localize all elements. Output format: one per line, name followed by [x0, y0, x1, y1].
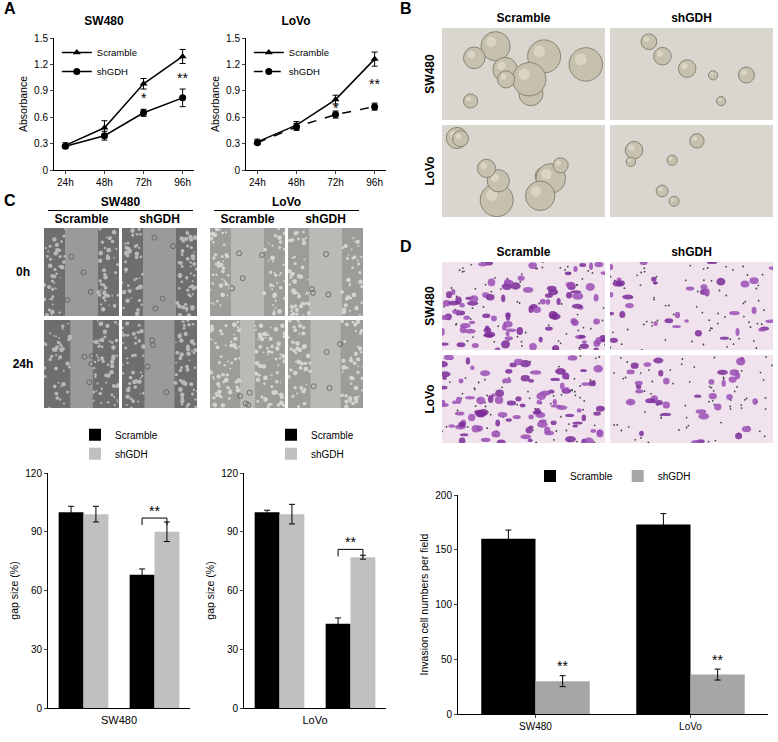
svg-text:gap size (%): gap size (%)	[8, 561, 20, 619]
svg-text:120: 120	[25, 468, 42, 479]
svg-text:0.3: 0.3	[226, 138, 240, 149]
html-text:Scramble: Scramble	[496, 11, 551, 25]
svg-text:96h: 96h	[174, 177, 191, 188]
svg-text:gap size (%): gap size (%)	[204, 561, 216, 619]
svg-text:**: **	[177, 70, 188, 86]
svg-text:shGDH: shGDH	[97, 66, 128, 77]
svg-text:Scramble: Scramble	[311, 430, 354, 441]
svg-text:Scramble: Scramble	[570, 471, 613, 482]
svg-text:0: 0	[36, 703, 42, 714]
html-text:SW480: SW480	[100, 195, 141, 209]
svg-text:24h: 24h	[249, 177, 266, 188]
svg-text:1.5: 1.5	[34, 33, 48, 44]
svg-text:60: 60	[227, 585, 239, 596]
svg-text:SW480: SW480	[84, 14, 124, 28]
svg-text:**: **	[149, 503, 160, 519]
svg-text:*: *	[333, 100, 339, 116]
html-text:LoVo: LoVo	[423, 156, 437, 186]
svg-text:50: 50	[441, 654, 453, 665]
svg-text:150: 150	[435, 544, 452, 555]
svg-text:0: 0	[234, 165, 240, 176]
svg-text:shGDH: shGDH	[289, 66, 320, 77]
svg-text:0: 0	[42, 165, 48, 176]
svg-text:0.6: 0.6	[226, 112, 240, 123]
svg-text:LoVo: LoVo	[679, 721, 702, 732]
svg-text:SW480: SW480	[519, 721, 552, 732]
html-text:LoVo: LoVo	[423, 384, 437, 414]
html-text:SW480: SW480	[423, 286, 437, 326]
html-text:D: D	[400, 238, 412, 255]
svg-text:0: 0	[232, 703, 238, 714]
html-text:A: A	[4, 0, 16, 17]
html-text:24h: 24h	[12, 357, 34, 371]
svg-text:90: 90	[227, 526, 239, 537]
svg-text:**: **	[712, 652, 723, 668]
svg-text:0.9: 0.9	[34, 85, 48, 96]
svg-text:1.2: 1.2	[34, 59, 48, 70]
svg-text:30: 30	[31, 644, 43, 655]
svg-text:**: **	[369, 76, 380, 92]
svg-text:0: 0	[446, 709, 452, 720]
svg-text:48h: 48h	[288, 177, 305, 188]
svg-text:60: 60	[31, 585, 43, 596]
html-text:B: B	[400, 0, 412, 17]
svg-text:100: 100	[435, 599, 452, 610]
svg-text:90: 90	[31, 526, 43, 537]
html-text:SW480: SW480	[423, 54, 437, 94]
svg-text:shGDH: shGDH	[658, 471, 691, 482]
svg-text:shGDH: shGDH	[311, 449, 344, 460]
svg-text:0.9: 0.9	[226, 85, 240, 96]
svg-text:Scramble: Scramble	[289, 47, 329, 58]
html-text:shGDH: shGDH	[305, 212, 346, 226]
html-text:shGDH: shGDH	[139, 212, 180, 226]
html-text:shGDH: shGDH	[671, 245, 712, 259]
svg-text:120: 120	[221, 468, 238, 479]
svg-text:**: **	[557, 658, 568, 674]
svg-text:SW480: SW480	[101, 714, 137, 726]
svg-text:24h: 24h	[57, 177, 74, 188]
svg-text:0.6: 0.6	[34, 112, 48, 123]
svg-text:30: 30	[227, 644, 239, 655]
svg-text:Scramble: Scramble	[97, 47, 137, 58]
svg-text:72h: 72h	[327, 177, 344, 188]
svg-text:1.5: 1.5	[226, 33, 240, 44]
svg-text:Scramble: Scramble	[115, 430, 158, 441]
svg-text:shGDH: shGDH	[115, 449, 148, 460]
html-text:Scramble: Scramble	[54, 212, 109, 226]
svg-text:48h: 48h	[96, 177, 113, 188]
svg-text:LoVo: LoVo	[281, 14, 310, 28]
svg-text:Absorbance: Absorbance	[209, 76, 221, 132]
html-text:C: C	[4, 192, 16, 209]
svg-text:Absorbance: Absorbance	[17, 76, 29, 132]
svg-text:LoVo: LoVo	[302, 714, 327, 726]
html-text:shGDH: shGDH	[671, 11, 712, 25]
svg-text:*: *	[141, 90, 147, 106]
svg-text:**: **	[345, 534, 356, 550]
svg-text:1.2: 1.2	[226, 59, 240, 70]
svg-text:200: 200	[435, 490, 452, 501]
html-text:Scramble: Scramble	[220, 212, 275, 226]
svg-text:0.3: 0.3	[34, 138, 48, 149]
svg-text:96h: 96h	[366, 177, 383, 188]
html-text:Scramble: Scramble	[496, 245, 551, 259]
html-text:LoVo: LoVo	[271, 195, 301, 209]
html-text:0h: 0h	[16, 265, 30, 279]
svg-text:Invasion cell numbers per fiel: Invasion cell numbers per field	[418, 533, 430, 675]
svg-text:72h: 72h	[135, 177, 152, 188]
